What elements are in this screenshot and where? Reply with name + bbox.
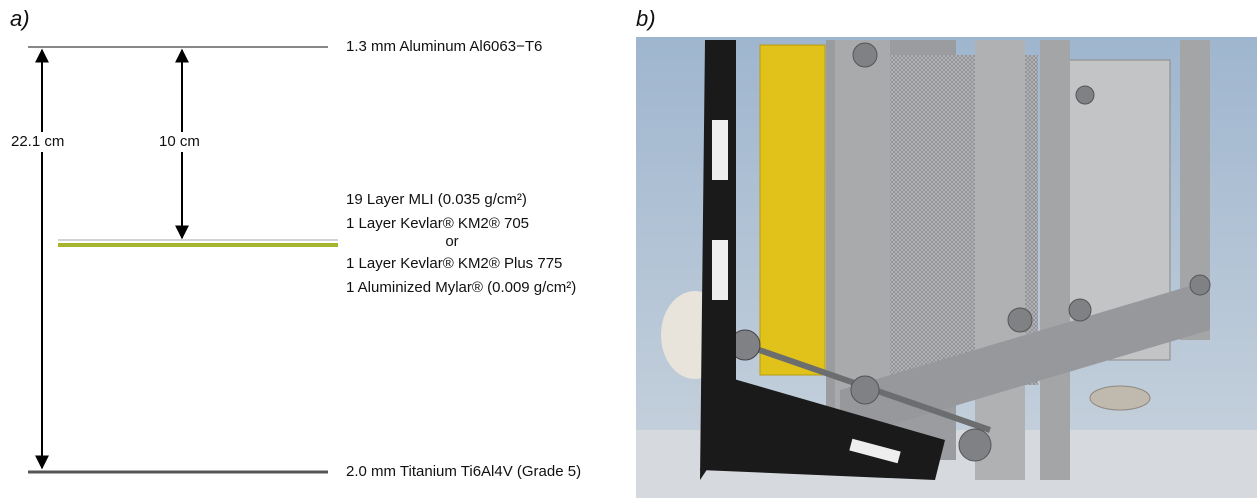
bolt — [1076, 86, 1094, 104]
spacing-label: 22.1 cm — [11, 133, 64, 150]
bolt — [1008, 308, 1032, 332]
bolt — [853, 43, 877, 67]
spacing-label: 10 cm — [159, 133, 200, 150]
panel-label: a) — [10, 6, 30, 31]
frame-bar — [975, 40, 1025, 480]
frame-bar — [1040, 40, 1070, 480]
layer-label: or — [445, 233, 458, 250]
layer-label: 19 Layer MLI (0.035 g/cm²) — [346, 191, 527, 208]
bolt — [851, 376, 879, 404]
figure: a) 1.3 mm Aluminum Al6063−T6 2.0 mm Tita… — [0, 0, 1257, 498]
bolt — [1069, 299, 1091, 321]
layer-label: 1 Layer Kevlar® KM2® 705 — [346, 215, 529, 232]
yellow-panel — [760, 45, 825, 375]
layer-label: 1.3 mm Aluminum Al6063−T6 — [346, 38, 542, 55]
ruler-marking — [712, 240, 728, 300]
layer-label: 1 Layer Kevlar® KM2® Plus 775 — [346, 255, 562, 272]
ruler-marking — [712, 120, 728, 180]
panel-b: b) — [636, 6, 1257, 498]
layer-label: 2.0 mm Titanium Ti6Al4V (Grade 5) — [346, 463, 581, 480]
layer-label: 1 Aluminized Mylar® (0.009 g/cm²) — [346, 279, 576, 296]
washer — [1090, 386, 1150, 410]
bolt — [959, 429, 991, 461]
panel-label: b) — [636, 6, 656, 31]
bolt — [1190, 275, 1210, 295]
panel-a: a) 1.3 mm Aluminum Al6063−T6 2.0 mm Tita… — [8, 6, 581, 480]
